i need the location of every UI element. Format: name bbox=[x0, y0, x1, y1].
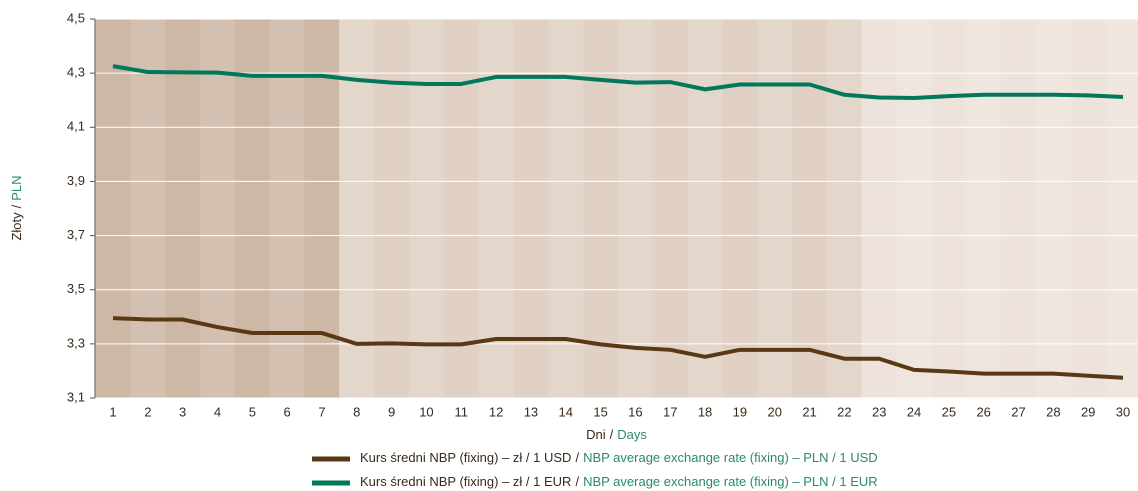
y-axis-label: Złoty / PLN bbox=[9, 175, 24, 240]
x-tick-label: 10 bbox=[419, 404, 433, 419]
legend-label-en: NBP average exchange rate (fixing) – PLN… bbox=[583, 450, 878, 465]
background-stripe bbox=[757, 19, 793, 398]
y-tick-label: 3,9 bbox=[67, 173, 85, 188]
background-band bbox=[861, 19, 1138, 398]
x-tick-label: 30 bbox=[1116, 404, 1130, 419]
x-tick-label: 29 bbox=[1081, 404, 1095, 419]
background-stripe bbox=[200, 19, 235, 398]
background-stripe bbox=[1035, 19, 1071, 398]
background-stripe bbox=[966, 19, 1002, 398]
y-tick-label: 4,1 bbox=[67, 119, 85, 134]
legend-label: Kurs średni NBP (fixing) – zł / 1 EUR / NB… bbox=[360, 474, 878, 489]
x-axis-label-en: Days bbox=[617, 427, 647, 442]
y-axis-label-sep: / bbox=[9, 204, 24, 208]
y-tick-label: 3,5 bbox=[67, 281, 85, 296]
x-tick-label: 26 bbox=[976, 404, 990, 419]
x-tick-label: 20 bbox=[767, 404, 781, 419]
legend-label-pl: Kurs średni NBP (fixing) – zł / 1 EUR bbox=[360, 474, 571, 489]
x-tick-label: 3 bbox=[179, 404, 186, 419]
legend-label-en: NBP average exchange rate (fixing) – PLN… bbox=[583, 474, 878, 489]
background-stripe bbox=[478, 19, 514, 398]
background-stripe bbox=[409, 19, 444, 398]
x-tick-label: 15 bbox=[593, 404, 607, 419]
background-stripe bbox=[548, 19, 584, 398]
x-tick-label: 13 bbox=[524, 404, 538, 419]
x-tick-label: 7 bbox=[318, 404, 325, 419]
legend-label-pl: Kurs średni NBP (fixing) – zł / 1 USD bbox=[360, 450, 571, 465]
plot-background bbox=[95, 19, 1138, 398]
y-tick-label: 3,1 bbox=[67, 389, 85, 404]
x-tick-label: 24 bbox=[907, 404, 921, 419]
y-axis-label-en: PLN bbox=[9, 175, 24, 200]
x-tick-label: 28 bbox=[1046, 404, 1060, 419]
x-tick-label: 23 bbox=[872, 404, 886, 419]
x-tick-label: 12 bbox=[489, 404, 503, 419]
x-tick-label: 14 bbox=[559, 404, 573, 419]
legend-label-sep: / bbox=[575, 474, 579, 489]
x-tick-label: 5 bbox=[249, 404, 256, 419]
x-axis-label-sep: / bbox=[610, 427, 614, 442]
x-tick-label: 1 bbox=[109, 404, 116, 419]
series-line bbox=[112, 64, 1124, 101]
x-tick-label: 27 bbox=[1011, 404, 1025, 419]
background-stripe bbox=[896, 19, 932, 398]
x-tick-label: 17 bbox=[663, 404, 677, 419]
x-tick-label: 21 bbox=[802, 404, 816, 419]
x-tick-label: 8 bbox=[353, 404, 360, 419]
x-tick-label: 22 bbox=[837, 404, 851, 419]
x-tick-label: 2 bbox=[144, 404, 151, 419]
x-tick-label: 16 bbox=[628, 404, 642, 419]
background-stripe bbox=[1105, 19, 1138, 398]
legend-label-sep: / bbox=[575, 450, 579, 465]
y-tick-label: 3,3 bbox=[67, 335, 85, 350]
x-tick-label: 19 bbox=[733, 404, 747, 419]
background-stripe bbox=[130, 19, 166, 398]
background-stripe bbox=[618, 19, 653, 398]
x-tick-label: 9 bbox=[388, 404, 395, 419]
y-tick-label: 4,5 bbox=[67, 10, 85, 25]
legend-label: Kurs średni NBP (fixing) – zł / 1 USD / NB… bbox=[360, 450, 878, 465]
y-axis-label-pl: Złoty bbox=[9, 212, 24, 241]
x-axis-label: Dni / Days bbox=[586, 427, 647, 442]
x-axis-label-pl: Dni bbox=[586, 427, 606, 442]
background-stripe bbox=[826, 19, 862, 398]
y-tick-label: 3,7 bbox=[67, 227, 85, 242]
series-line bbox=[112, 316, 1124, 380]
x-tick-label: 25 bbox=[942, 404, 956, 419]
x-tick-label: 18 bbox=[698, 404, 712, 419]
y-tick-label: 4,3 bbox=[67, 65, 85, 80]
background-stripe bbox=[687, 19, 723, 398]
x-tick-label: 4 bbox=[214, 404, 221, 419]
x-tick-label: 6 bbox=[284, 404, 291, 419]
x-tick-label: 11 bbox=[455, 404, 469, 419]
